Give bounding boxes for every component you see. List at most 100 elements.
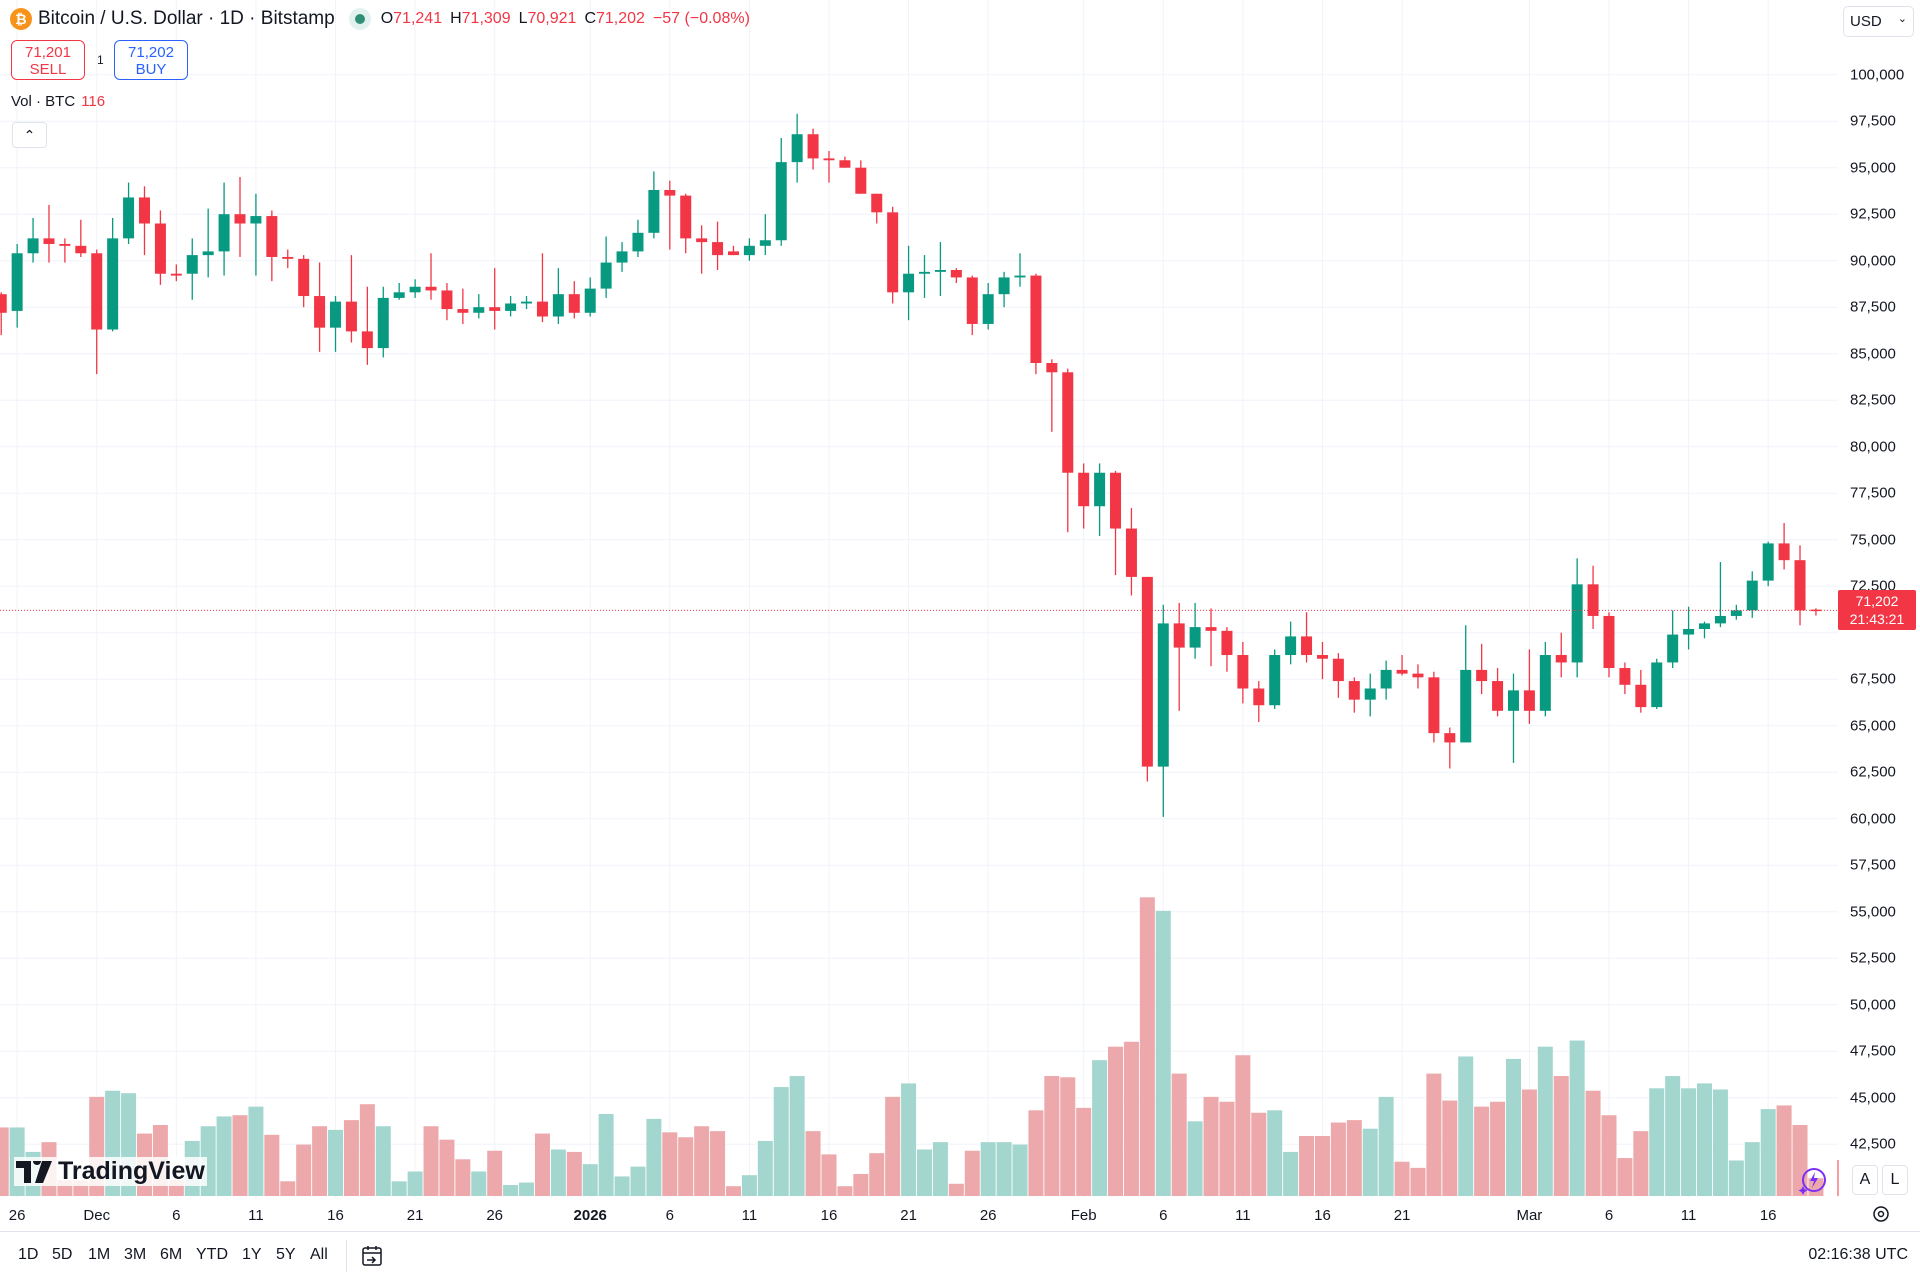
last-price-tag: 71,202 21:43:21	[1838, 590, 1916, 631]
currency-select[interactable]: USD ⌄	[1843, 6, 1914, 37]
candle-down	[1492, 681, 1504, 711]
candle-down	[345, 301, 357, 332]
candle-up	[1507, 690, 1519, 711]
candle-up	[330, 301, 342, 328]
calendar-goto-icon[interactable]	[360, 1244, 384, 1268]
candle-down	[1587, 584, 1599, 616]
volume-label: Vol · BTC	[11, 93, 76, 110]
time-axis-label: 11	[1235, 1207, 1251, 1224]
candle-down	[1428, 677, 1440, 734]
ohlc-high: H71,309	[450, 10, 511, 28]
volume-bar	[741, 1175, 757, 1196]
candle-up	[409, 286, 421, 293]
candle-up	[1762, 543, 1774, 581]
timeframe-button-ytd[interactable]: YTD	[196, 1246, 228, 1263]
candle-down	[457, 309, 469, 313]
price-axis-label: 82,500	[1850, 391, 1896, 409]
symbol-title[interactable]: Bitcoin / U.S. Dollar · 1D · Bitstamp	[38, 8, 335, 29]
settings-icon[interactable]	[1870, 1203, 1892, 1225]
volume-bar	[694, 1126, 710, 1196]
candle-up	[1746, 580, 1758, 611]
price-axis-label: 85,000	[1850, 345, 1896, 363]
candle-down	[887, 212, 899, 293]
timeframe-button-5d[interactable]: 5D	[52, 1246, 73, 1263]
candle-up	[521, 301, 533, 304]
volume-bar	[805, 1131, 821, 1196]
volume-bar	[455, 1159, 471, 1196]
order-quantity[interactable]: 1	[97, 53, 104, 67]
volume-bar	[534, 1133, 550, 1196]
volume-bar	[1378, 1096, 1394, 1196]
tradingview-logo[interactable]: TradingView	[14, 1157, 207, 1186]
volume-bar	[1585, 1090, 1601, 1196]
volume-bar	[487, 1150, 503, 1196]
timeframe-button-3m[interactable]: 3M	[124, 1246, 147, 1263]
volume-bar	[773, 1087, 789, 1196]
volume-bar	[550, 1149, 566, 1196]
candle-down	[1078, 472, 1090, 507]
candle-up	[202, 251, 214, 256]
candle-down	[138, 197, 150, 224]
timeframe-button-6m[interactable]: 6M	[160, 1246, 183, 1263]
clock[interactable]: 02:16:38 UTC	[1808, 1246, 1908, 1263]
timeframe-button-all[interactable]: All	[310, 1246, 328, 1263]
volume-bar	[280, 1181, 296, 1196]
price-axis-label: 60,000	[1850, 810, 1896, 828]
buy-button[interactable]: 71,202 BUY	[114, 40, 188, 80]
collapse-legend-button[interactable]: ⌃	[12, 122, 47, 148]
volume-bar	[1123, 1041, 1139, 1196]
open-label: O	[380, 10, 394, 27]
volume-bar	[1728, 1160, 1744, 1196]
volume-bar	[901, 1083, 917, 1196]
candle-down	[1603, 615, 1615, 669]
time-axis-label: 21	[900, 1207, 917, 1224]
candle-down	[568, 294, 580, 313]
candle-up	[107, 238, 119, 330]
volume-bar	[1490, 1101, 1506, 1196]
timeframe-button-5y[interactable]: 5Y	[276, 1246, 296, 1263]
volume-bar	[1219, 1101, 1235, 1196]
candle-down	[966, 277, 978, 324]
candle-down	[1030, 275, 1042, 363]
volume-bar	[1521, 1089, 1537, 1196]
candle-down	[1205, 627, 1217, 631]
candle-down	[441, 290, 453, 310]
volume-bar	[1617, 1158, 1633, 1196]
price-axis-label: 87,500	[1850, 298, 1896, 316]
candle-up	[218, 214, 230, 252]
timeframe-button-1m[interactable]: 1M	[88, 1246, 111, 1263]
candlestick-chart[interactable]	[0, 0, 1920, 1232]
volume-bar	[248, 1106, 264, 1196]
timeframe-button-1d[interactable]: 1D	[18, 1246, 39, 1263]
candle-up	[1683, 628, 1695, 635]
candle-up	[918, 271, 930, 274]
toolbar-divider	[0, 1231, 1920, 1232]
time-axis-label: 26	[8, 1207, 26, 1224]
lightning-icon[interactable]	[1798, 1166, 1828, 1196]
volume-bar	[1665, 1076, 1681, 1196]
auto-scale-button[interactable]: A	[1852, 1165, 1878, 1195]
low-label: L	[518, 10, 528, 27]
log-scale-button[interactable]: L	[1882, 1165, 1908, 1195]
price-axis-label: 90,000	[1850, 252, 1896, 270]
candle-down	[1301, 636, 1313, 656]
volume-bar	[1712, 1089, 1728, 1196]
volume-bar	[1203, 1096, 1219, 1196]
volume-bar	[1314, 1136, 1330, 1196]
candle-down	[1444, 733, 1456, 743]
volume-bar	[678, 1137, 694, 1196]
candle-up	[1730, 610, 1742, 616]
candle-up	[903, 273, 915, 293]
candle-down	[91, 253, 103, 330]
low-value: 70,921	[527, 10, 577, 27]
volume-bar	[1601, 1115, 1617, 1196]
sell-button[interactable]: 71,201 SELL	[11, 40, 85, 80]
volume-bar	[1362, 1128, 1378, 1196]
volume-bar	[630, 1166, 646, 1196]
volume-bar	[1044, 1076, 1060, 1196]
volume-bar	[614, 1176, 630, 1196]
candle-down	[1412, 673, 1424, 678]
volume-value: 116	[81, 93, 106, 110]
timeframe-button-1y[interactable]: 1Y	[242, 1246, 262, 1263]
candle-down	[839, 160, 851, 168]
